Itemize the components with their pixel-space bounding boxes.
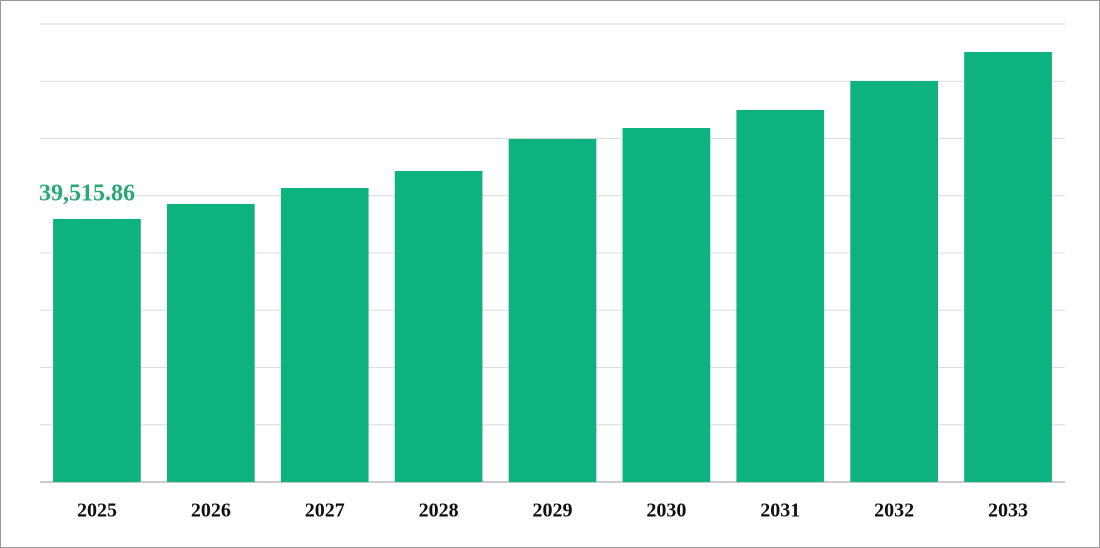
bar [53,218,141,482]
x-tick-label: 2028 [419,500,459,522]
bar [394,170,483,482]
x-tick-label: 2026 [191,500,231,522]
bar [736,109,825,483]
x-tick-label: 2031 [760,500,800,522]
bar [850,80,939,483]
bar [508,138,597,482]
data-label: 39,515.86 [39,180,135,206]
bar [622,127,711,482]
x-tick-label: 2025 [77,500,117,522]
bar [964,51,1052,483]
x-tick-label: 2027 [305,500,345,522]
x-tick-label: 2029 [533,500,573,522]
bar [166,203,255,482]
x-tick-label: 2032 [874,500,914,522]
x-tick-label: 2030 [646,500,686,522]
x-tick-label: 2033 [988,500,1028,522]
bar [280,187,369,482]
